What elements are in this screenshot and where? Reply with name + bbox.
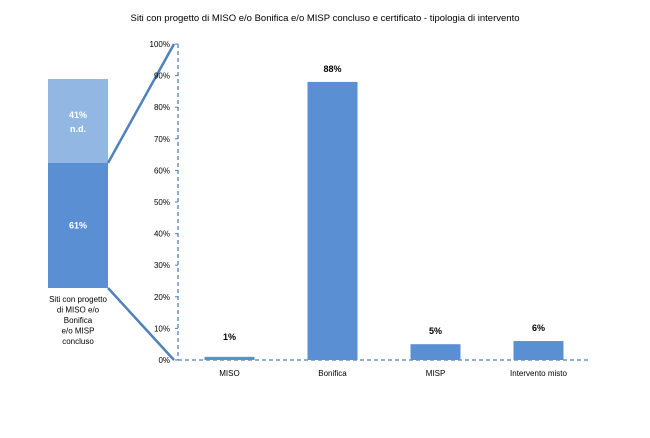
stack-category-label-line: Siti con progetto — [49, 295, 107, 304]
connector-line-top — [106, 43, 176, 164]
x-category-label: Intervento misto — [510, 369, 567, 378]
bar — [307, 81, 358, 361]
stack-category-label-line: Bonifica — [64, 316, 93, 325]
y-tick-label: 50% — [154, 198, 170, 207]
stack-segment-label: 61% — [69, 221, 87, 231]
bar-value-label: 6% — [532, 323, 545, 333]
bar-value-label: 1% — [223, 332, 236, 342]
stack-segment-1 — [48, 79, 108, 164]
stacked-bar-group: 61% 41% n.d. — [48, 79, 108, 288]
y-tick-label: 0% — [158, 356, 170, 365]
zoom-connector-lines — [106, 43, 176, 361]
stack-category-label-line: concluso — [62, 337, 94, 346]
y-tick-label: 30% — [154, 261, 170, 270]
y-tick-label: 70% — [154, 135, 170, 144]
x-category-label: Bonifica — [318, 369, 347, 378]
y-tick-label: 40% — [154, 230, 170, 239]
bar-value-label: 5% — [429, 326, 442, 336]
bar — [513, 341, 564, 360]
y-tick-label: 60% — [154, 166, 170, 175]
bar — [410, 344, 461, 360]
stack-segment-label: 41% — [69, 110, 87, 120]
y-tick-label: 90% — [154, 72, 170, 81]
y-axis: 0% 10% 20% 30% 40% 50% 60% 70% 80% 90% 100% — [150, 40, 590, 365]
y-tick-label: 80% — [154, 103, 170, 112]
x-category-label: MISO — [219, 369, 239, 378]
bars-series: 1% MISO 88% Bonifica 5% MISP 6% Intervento mist… — [204, 64, 568, 378]
y-tick-label: 20% — [154, 293, 170, 302]
stack-segment-0 — [48, 163, 108, 288]
bar — [204, 356, 255, 360]
stack-category-label-line: e/o MISP — [62, 327, 95, 336]
y-tick-label: 10% — [154, 324, 170, 333]
stack-category-label-line: di MISO e/o — [57, 306, 100, 315]
stack-segment-sublabel: n.d. — [70, 124, 86, 134]
y-tick-label: 100% — [150, 40, 170, 49]
x-category-label: MISP — [426, 369, 446, 378]
bar-value-label: 88% — [323, 64, 341, 74]
chart-title: Siti con progetto di MISO e/o Bonifica e… — [131, 13, 520, 24]
connector-line-bottom — [107, 287, 175, 361]
